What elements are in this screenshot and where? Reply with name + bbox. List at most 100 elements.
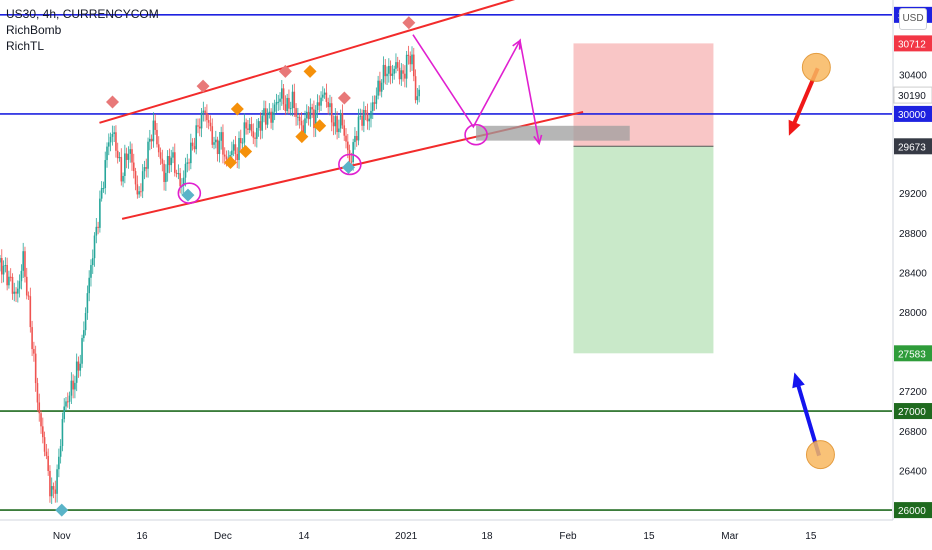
currency-badge[interactable]: USD [899,8,927,30]
candle-body [90,265,92,278]
candle-body [412,54,415,77]
candle-body [316,102,319,111]
candle-body [63,406,66,420]
candle-body [31,327,33,350]
candle-body [70,380,73,396]
candle-body [86,293,89,314]
candle-body [125,153,128,160]
signal-diamond[interactable] [402,16,416,30]
price-badge-label: 26000 [898,506,926,517]
candle-body [120,157,123,182]
price-badge[interactable] [894,502,932,519]
candle-body [380,82,383,92]
price-badge[interactable] [894,345,932,362]
candle-body [239,137,242,144]
candle-body [109,136,112,143]
candle-body [357,116,360,141]
candle-body [13,291,16,294]
candle-body [371,102,374,111]
candle-body [15,291,17,294]
projection-arrowhead [512,38,521,50]
candle-body [309,107,312,120]
candle-body [157,144,160,153]
candle-body [206,112,208,121]
candle-body [173,152,176,173]
price-badge[interactable] [894,403,932,420]
candle-body [414,76,417,101]
candle-body [345,135,347,142]
candle-body [252,131,255,138]
indicator-richbomb[interactable]: RichBomb [6,23,62,37]
candle-body [202,110,205,113]
signal-diamond[interactable] [278,64,292,78]
candle-body [329,103,331,108]
x-tick-label: 15 [805,531,817,542]
projection-path[interactable] [412,34,540,144]
candle-body [289,108,292,110]
candle-body [186,162,189,164]
candle-body [52,486,55,490]
candle-body [275,102,278,105]
signal-diamond[interactable] [55,503,69,517]
signal-diamond[interactable] [313,119,327,133]
highlight-circle[interactable] [464,123,488,146]
candle-body [322,94,324,98]
highlight-circle[interactable] [177,182,202,204]
candle-body [141,171,144,192]
price-badge-label: 30190 [898,91,926,102]
candle-body [50,486,53,497]
candle-body [264,108,267,125]
candle-body [132,162,135,172]
price-badge[interactable] [894,105,932,122]
signal-diamond[interactable] [239,145,253,159]
candle-body [220,132,222,141]
highlight-circle[interactable] [338,153,362,176]
candle-body [34,353,37,384]
candle-body [49,470,51,497]
candle-body [395,62,397,69]
signal-diamond[interactable] [337,91,351,105]
candle-body [339,113,342,129]
x-tick-label: 18 [481,531,493,542]
candle-body [40,413,42,427]
y-tick-label: 29200 [899,189,927,200]
price-badge[interactable] [894,35,932,52]
chart-legend: US30, 4h, CURRENCYCOM RichBomb RichTL [6,6,159,54]
candle-body [45,451,48,456]
candle-body [391,73,394,76]
candle-body [42,426,44,438]
signal-diamond[interactable] [223,155,237,169]
candle-body [363,110,365,126]
candle-body [215,139,217,143]
signal-diamond[interactable] [341,160,355,174]
time-axis[interactable] [0,520,893,550]
signal-diamond[interactable] [106,95,120,109]
gray-zone[interactable] [476,125,630,141]
plot-area[interactable] [0,0,892,520]
marker-circle[interactable] [801,52,831,82]
signal-diamond[interactable] [295,130,309,144]
indicator-richtl[interactable]: RichTL [6,39,45,53]
candle-body [154,120,156,130]
candle-body [182,177,185,186]
candle-body [93,235,96,259]
candle-body [56,469,58,494]
candle-body [304,118,306,134]
take-profit-zone[interactable] [573,146,714,354]
candle-body [386,73,388,77]
signal-diamond[interactable] [181,188,195,202]
candle-body [104,160,107,189]
symbol-title[interactable]: US30, 4h, CURRENCYCOM [6,7,159,21]
signal-diamond[interactable] [196,79,210,93]
candle-body [68,395,71,402]
channel-line-upper[interactable] [99,0,528,124]
signal-diamond[interactable] [230,102,244,116]
candle-body [140,191,142,193]
marker-circle[interactable] [805,440,835,470]
candle-body [405,54,408,79]
price-badge[interactable] [893,86,932,104]
candle-body [368,118,371,122]
price-badge[interactable] [894,138,932,155]
signal-diamond[interactable] [303,64,317,78]
